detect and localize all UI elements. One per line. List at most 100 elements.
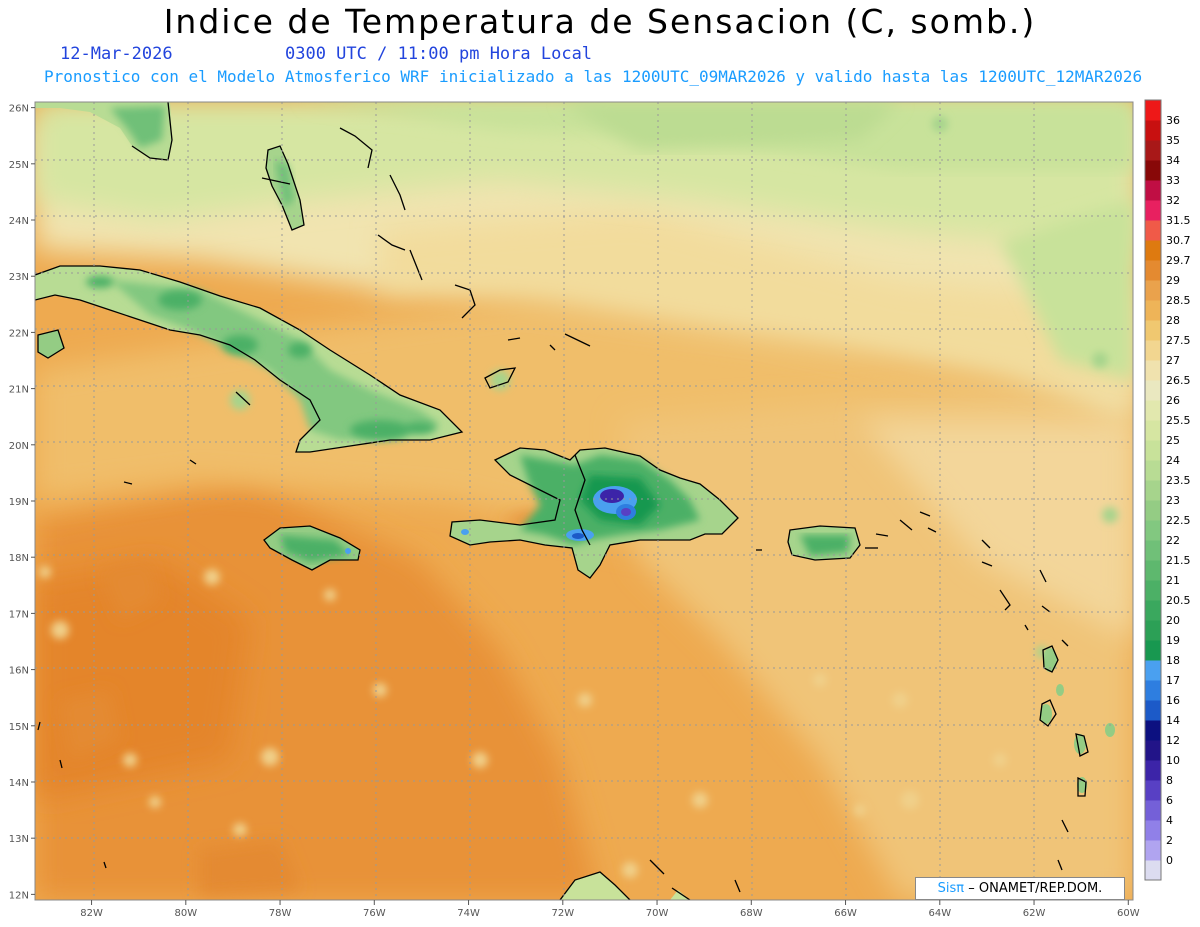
forecast-description: Pronostico con el Modelo Atmosferico WRF…	[44, 67, 1143, 86]
colorbar-swatch	[1145, 380, 1161, 401]
colorbar-swatch	[1145, 420, 1161, 441]
lat-label: 25N	[9, 160, 29, 171]
colorbar-swatch	[1145, 580, 1161, 601]
lon-label: 78W	[269, 908, 292, 919]
colorbar-label: 0	[1166, 854, 1173, 867]
colorbar-label: 19	[1166, 634, 1180, 647]
lon-label: 72W	[551, 908, 574, 919]
lon-label: 80W	[174, 908, 197, 919]
colorbar-swatch	[1145, 180, 1161, 201]
colorbar-label: 6	[1166, 794, 1173, 807]
colorbar-swatch	[1145, 600, 1161, 621]
colorbar-label: 4	[1166, 814, 1173, 827]
colorbar-swatch	[1145, 840, 1161, 861]
colorbar-label: 10	[1166, 754, 1180, 767]
colorbar-swatch	[1145, 440, 1161, 461]
lat-label: 19N	[9, 497, 29, 508]
colorbar-label: 21	[1166, 574, 1180, 587]
colorbar-swatch	[1145, 800, 1161, 821]
colorbar-swatch	[1145, 620, 1161, 641]
lat-label: 26N	[9, 104, 29, 115]
colorbar-frame	[1144, 99, 1162, 881]
colorbar-swatch	[1145, 780, 1161, 801]
colorbar-swatch	[1145, 220, 1161, 241]
colorbar-label: 17	[1166, 674, 1180, 687]
lon-label: 70W	[646, 908, 669, 919]
colorbar-label: 29	[1166, 274, 1180, 287]
lon-label: 74W	[457, 908, 480, 919]
longitude-axis: 82W 80W 78W 76W 74W 72W 70W 68W 66W 64W 62W 60W	[80, 900, 1140, 919]
colorbar-label: 21.5	[1166, 554, 1191, 567]
colorbar-label: 35	[1166, 134, 1180, 147]
lat-label: 24N	[9, 216, 29, 227]
lat-label: 12N	[9, 890, 29, 901]
lon-label: 66W	[834, 908, 857, 919]
colorbar: 02468101214161718192020.52121.52222.5232…	[1144, 99, 1191, 881]
colorbar-swatch	[1145, 680, 1161, 701]
lon-label: 62W	[1023, 908, 1046, 919]
colorbar-label: 24	[1166, 454, 1180, 467]
colorbar-swatch	[1145, 160, 1161, 181]
colorbar-label: 26	[1166, 394, 1180, 407]
colorbar-swatch	[1145, 660, 1161, 681]
credit-box: Sisπ – ONAMET/REP.DOM.	[915, 877, 1125, 900]
lat-label: 20N	[9, 441, 29, 452]
colorbar-label: 16	[1166, 694, 1180, 707]
lat-label: 23N	[9, 272, 29, 283]
map-title: Indice de Temperatura de Sensacion (C, s…	[163, 2, 1037, 41]
colorbar-label: 8	[1166, 774, 1173, 787]
colorbar-label: 12	[1166, 734, 1180, 747]
lon-label: 60W	[1117, 908, 1140, 919]
lat-label: 17N	[9, 609, 29, 620]
colorbar-label: 23	[1166, 494, 1180, 507]
colorbar-label: 14	[1166, 714, 1180, 727]
colorbar-swatch	[1145, 200, 1161, 221]
colorbar-swatch	[1145, 500, 1161, 521]
colorbar-label: 36	[1166, 114, 1180, 127]
lat-label: 18N	[9, 553, 29, 564]
colorbar-swatch	[1145, 700, 1161, 721]
colorbar-label: 27.5	[1166, 334, 1191, 347]
sispi-logo: Sisπ	[937, 881, 965, 896]
colorbar-label: 22	[1166, 534, 1180, 547]
colorbar-label: 23.5	[1166, 474, 1191, 487]
colorbar-swatch	[1145, 720, 1161, 741]
lat-label: 21N	[9, 385, 29, 396]
colorbar-swatch	[1145, 540, 1161, 561]
colorbar-label: 32	[1166, 194, 1180, 207]
colorbar-label: 30.7	[1166, 234, 1191, 247]
colorbar-label: 34	[1166, 154, 1180, 167]
lon-label: 64W	[928, 908, 951, 919]
colorbar-label: 18	[1166, 654, 1180, 667]
lon-label: 82W	[80, 908, 103, 919]
colorbar-label: 20.5	[1166, 594, 1191, 607]
colorbar-label: 25	[1166, 434, 1180, 447]
colorbar-swatch	[1145, 100, 1161, 121]
colorbar-swatch	[1145, 260, 1161, 281]
latitude-axis: 12N 13N 14N 15N 16N 17N 18N 19N 20N 21N 22N 23N 24N 2…	[9, 104, 35, 901]
colorbar-swatch	[1145, 460, 1161, 481]
colorbar-swatch	[1145, 320, 1161, 341]
valid-time: 0300 UTC / 11:00 pm Hora Local	[285, 44, 593, 64]
colorbar-swatch	[1145, 480, 1161, 501]
colorbar-label: 28	[1166, 314, 1180, 327]
colorbar-label: 29.7	[1166, 254, 1191, 267]
colorbar-label: 2	[1166, 834, 1173, 847]
lat-label: 14N	[9, 778, 29, 789]
colorbar-swatch	[1145, 400, 1161, 421]
colorbar-swatch	[1145, 560, 1161, 581]
colorbar-swatch	[1145, 340, 1161, 361]
colorbar-swatch	[1145, 820, 1161, 841]
colorbar-label: 33	[1166, 174, 1180, 187]
temperature-field	[35, 102, 1133, 900]
colorbar-label: 22.5	[1166, 514, 1191, 527]
colorbar-label: 26.5	[1166, 374, 1191, 387]
colorbar-label: 31.5	[1166, 214, 1191, 227]
colorbar-label: 20	[1166, 614, 1180, 627]
lon-label: 76W	[363, 908, 386, 919]
colorbar-swatch	[1145, 520, 1161, 541]
lat-label: 13N	[9, 834, 29, 845]
colorbar-label: 25.5	[1166, 414, 1191, 427]
colorbar-swatch	[1145, 640, 1161, 661]
